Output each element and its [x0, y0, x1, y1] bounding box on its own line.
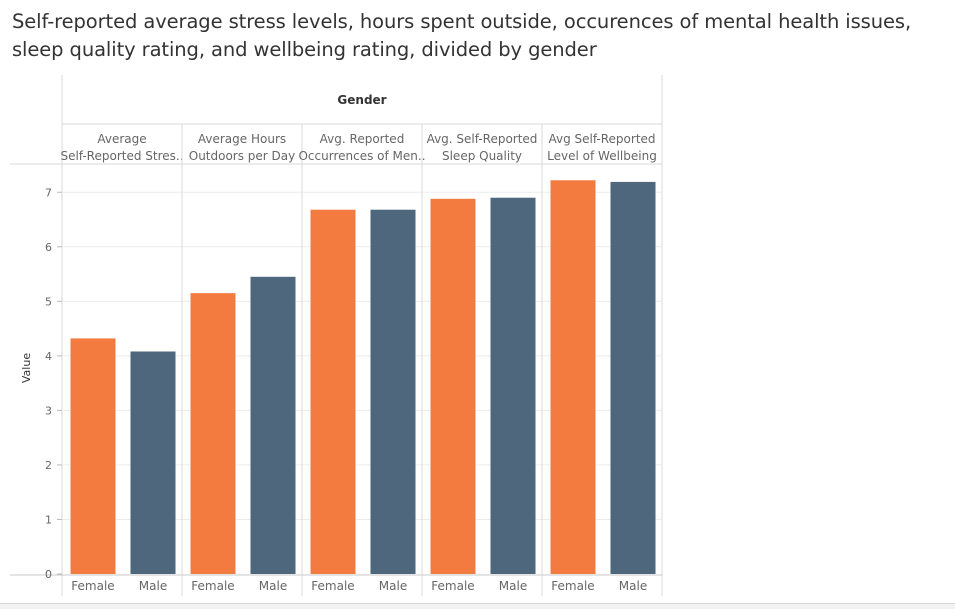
bar-male — [490, 197, 536, 574]
x-tick-label: Female — [71, 579, 114, 593]
bar-male — [250, 276, 296, 574]
panel-label: Avg. Reported — [320, 132, 405, 146]
panel-label: Outdoors per Day — [189, 149, 296, 163]
bottom-scroll-edge — [0, 603, 955, 609]
y-tick-label: 1 — [45, 513, 52, 526]
panel-label: Avg. Self-Reported — [427, 132, 538, 146]
x-tick-label: Female — [431, 579, 474, 593]
x-tick-label: Male — [259, 579, 287, 593]
chart-title: Self-reported average stress levels, hou… — [12, 10, 912, 61]
y-tick-label: 4 — [45, 350, 52, 363]
column-header-gender: Gender — [337, 93, 386, 107]
x-tick-label: Female — [551, 579, 594, 593]
y-tick-label: 2 — [45, 459, 52, 472]
x-tick-label: Female — [191, 579, 234, 593]
x-tick-label: Female — [311, 579, 354, 593]
y-tick-label: 3 — [45, 404, 52, 417]
x-tick-label: Male — [379, 579, 407, 593]
x-tick-label: Male — [499, 579, 527, 593]
x-tick-label: Male — [619, 579, 647, 593]
panel-label: Self-Reported Stres.. — [60, 149, 183, 163]
y-axis-label: Value — [20, 353, 33, 383]
bar-female — [430, 198, 476, 574]
bar-female — [70, 338, 116, 574]
panel-label: Level of Wellbeing — [547, 149, 657, 163]
y-tick-label: 7 — [45, 186, 52, 199]
panel-label: Average Hours — [198, 132, 286, 146]
bar-female — [550, 180, 596, 574]
bar-male — [130, 351, 176, 574]
bar-female — [190, 293, 236, 574]
y-tick-label: 0 — [45, 568, 52, 581]
y-tick-label: 5 — [45, 295, 52, 308]
y-tick-label: 6 — [45, 241, 52, 254]
x-tick-label: Male — [139, 579, 167, 593]
panel-label: Sleep Quality — [442, 149, 522, 163]
bar-male — [610, 181, 656, 574]
bar-male — [370, 209, 416, 574]
panel-label: Avg Self-Reported — [548, 132, 655, 146]
panel-label: Average — [97, 132, 146, 146]
panel-label: Occurrences of Men.. — [298, 149, 425, 163]
bar-female — [310, 209, 356, 574]
